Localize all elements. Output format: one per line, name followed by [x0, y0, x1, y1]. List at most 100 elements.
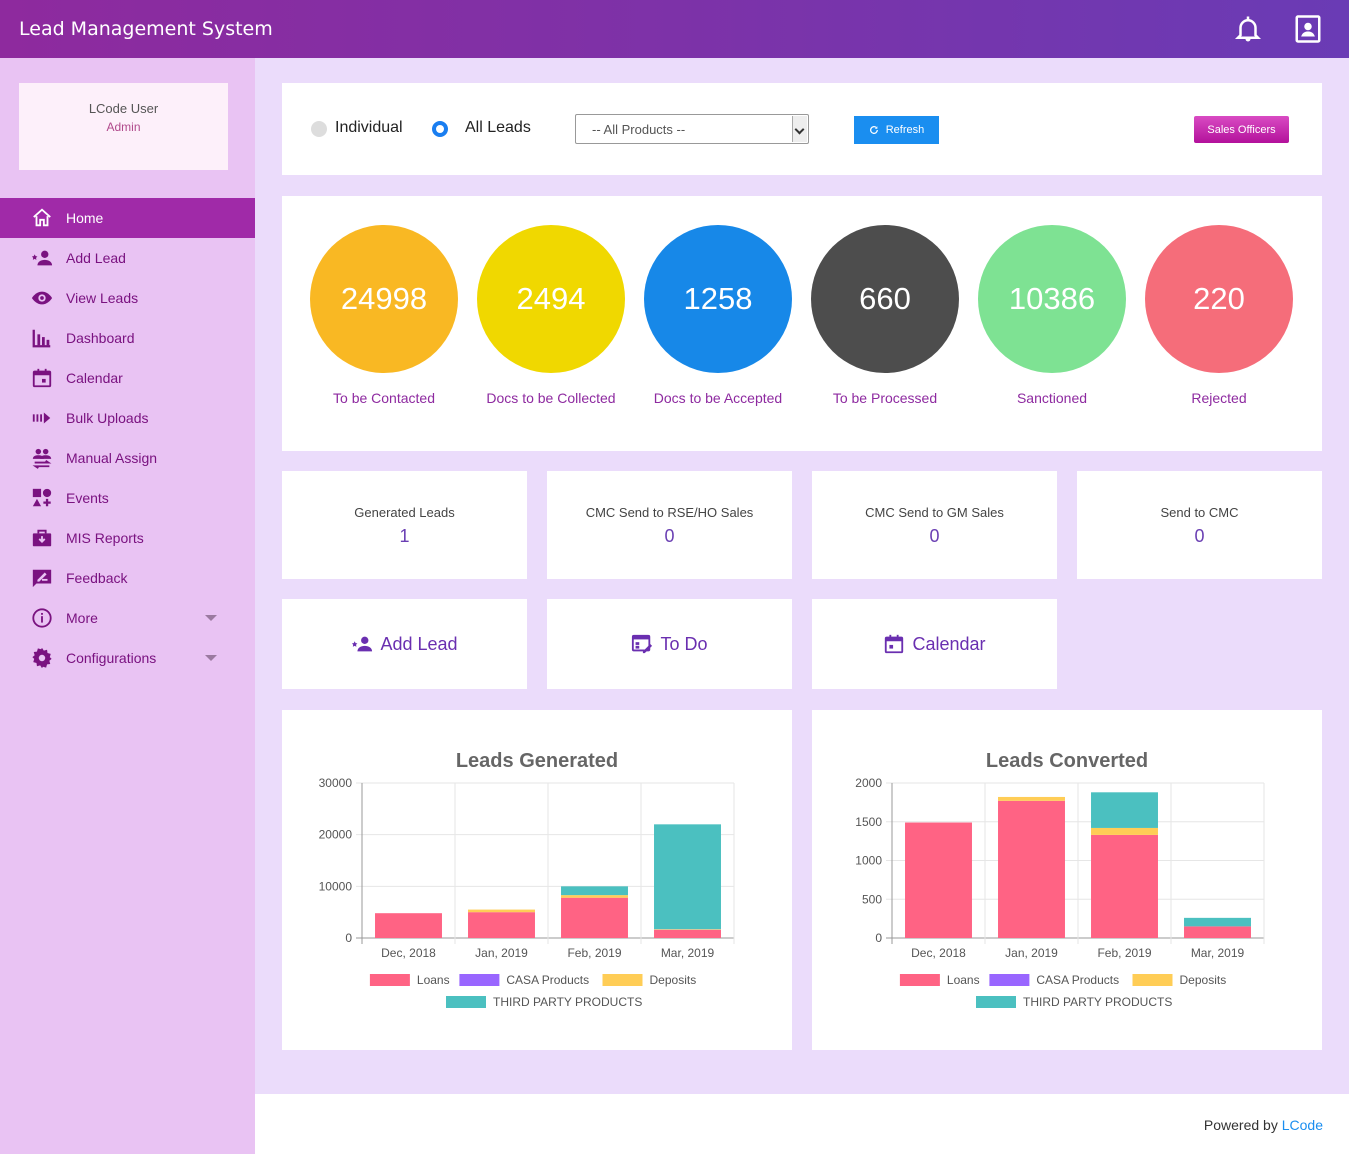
leads-generated-plot: 0 10000 20000 30000 Dec, 2018 Jan, 2019 Feb, 2…: [319, 776, 735, 1009]
user-card: LCode User Admin: [19, 83, 228, 170]
calendar-action[interactable]: Calendar: [812, 599, 1057, 689]
legend-item[interactable]: CASA Products: [459, 973, 589, 987]
sidebar-item-configurations[interactable]: Configurations: [0, 638, 255, 678]
individual-radio[interactable]: [311, 121, 327, 137]
sidebar-item-view-leads[interactable]: View Leads: [0, 278, 255, 318]
legend-label: Loans: [947, 973, 980, 987]
sidebar-item-calendar[interactable]: Calendar: [0, 358, 255, 398]
sidebar-item-mis-reports[interactable]: MIS Reports: [0, 518, 255, 558]
refresh-label: Refresh: [885, 124, 925, 136]
bar-segment[interactable]: [998, 800, 1065, 938]
sidebar-item-feedback[interactable]: Feedback: [0, 558, 255, 598]
x-tick-label: Feb, 2019: [567, 946, 621, 960]
legend-swatch: [989, 974, 1030, 986]
action-label: Calendar: [912, 633, 986, 654]
y-tick-label: 2000: [855, 776, 882, 790]
stat-to-be-contacted[interactable]: 24998 To be Contacted: [309, 225, 459, 406]
counter-label: Send to CMC: [1160, 505, 1239, 520]
stat-label: To be Processed: [832, 390, 938, 406]
add-person-icon: [352, 636, 373, 652]
stat-circle: 660: [811, 225, 959, 373]
bar-segment[interactable]: [375, 913, 442, 938]
legend-item[interactable]: CASA Products: [989, 973, 1119, 987]
sidebar-item-events[interactable]: Events: [0, 478, 255, 518]
bulk-upload-icon: [32, 412, 51, 424]
profile-icon[interactable]: [1293, 13, 1323, 50]
legend-item[interactable]: Deposits: [1132, 973, 1227, 987]
bar-segment[interactable]: [905, 822, 972, 938]
legend-item[interactable]: THIRD PARTY PRODUCTS: [446, 995, 642, 1009]
stat-docs-to-be-accepted[interactable]: 1258 Docs to be Accepted: [643, 225, 793, 406]
top-bar: Lead Management System: [0, 0, 1349, 58]
sidebar-item-dashboard[interactable]: Dashboard: [0, 318, 255, 358]
legend-item[interactable]: Deposits: [602, 973, 697, 987]
chevron-down-icon[interactable]: [205, 615, 217, 621]
stat-docs-to-be-collected[interactable]: 2494 Docs to be Collected: [476, 225, 626, 406]
bell-icon[interactable]: [1233, 13, 1263, 50]
legend-swatch: [459, 974, 500, 986]
add-lead-action[interactable]: Add Lead: [282, 599, 527, 689]
y-tick-label: 1500: [855, 815, 882, 829]
counter-cmc-rse-ho[interactable]: CMC Send to RSE/HO Sales 0: [547, 471, 792, 579]
stat-label: To be Contacted: [333, 390, 435, 406]
stat-rejected[interactable]: 220 Rejected: [1144, 225, 1294, 406]
bar-segment[interactable]: [654, 824, 721, 930]
todo-icon: [632, 634, 653, 654]
legend-item[interactable]: Loans: [899, 973, 980, 987]
legend-swatch: [899, 974, 940, 986]
legend-swatch: [976, 996, 1016, 1008]
bar-segment[interactable]: [1091, 827, 1158, 835]
x-tick-label: Dec, 2018: [381, 946, 436, 960]
bar-segment[interactable]: [561, 897, 628, 938]
sidebar-item-home[interactable]: Home: [0, 198, 255, 238]
bar-segment[interactable]: [998, 796, 1065, 801]
sidebar-item-bulk-uploads[interactable]: Bulk Uploads: [0, 398, 255, 438]
user-name: LCode User: [88, 101, 159, 116]
todo-action[interactable]: To Do: [547, 599, 792, 689]
user-role: Admin: [106, 120, 141, 134]
stat-to-be-processed[interactable]: 660 To be Processed: [810, 225, 960, 406]
legend-item[interactable]: Loans: [369, 973, 450, 987]
bar-segment[interactable]: [561, 895, 628, 898]
bar-segment[interactable]: [1184, 917, 1251, 927]
feedback-icon: [32, 569, 52, 588]
bar-segment[interactable]: [468, 909, 535, 913]
sales-officers-button[interactable]: Sales Officers: [1194, 116, 1289, 143]
sidebar-item-manual-assign[interactable]: Manual Assign: [0, 438, 255, 478]
sidebar-item-add-lead[interactable]: Add Lead: [0, 238, 255, 278]
brand-link[interactable]: LCode: [1281, 1117, 1323, 1133]
x-tick-label: Jan, 2019: [1005, 946, 1058, 960]
all-leads-radio-label[interactable]: All Leads: [465, 119, 531, 136]
stat-sanctioned[interactable]: 10386 Sanctioned: [977, 225, 1127, 406]
product-select[interactable]: -- All Products --: [575, 114, 809, 144]
bar-segment[interactable]: [1184, 926, 1251, 938]
all-leads-radio[interactable]: [432, 121, 448, 137]
bar-segment[interactable]: [654, 929, 721, 930]
powered-by-prefix: Powered by: [1203, 1117, 1278, 1133]
sidebar-item-more[interactable]: More: [0, 598, 255, 638]
counter-send-to-cmc[interactable]: Send to CMC 0: [1077, 471, 1322, 579]
counter-cmc-gm[interactable]: CMC Send to GM Sales 0: [812, 471, 1057, 579]
individual-radio-label[interactable]: Individual: [335, 119, 403, 136]
counter-generated-leads[interactable]: Generated Leads 1: [282, 471, 527, 579]
calendar-icon: [885, 634, 904, 654]
sidebar-item-label: Calendar: [66, 370, 123, 386]
bar-segment[interactable]: [654, 929, 721, 938]
y-tick-label: 10000: [319, 879, 353, 893]
bar-segment[interactable]: [468, 912, 535, 938]
refresh-button[interactable]: Refresh: [854, 116, 939, 144]
bar-segment[interactable]: [1091, 834, 1158, 938]
legend-item[interactable]: THIRD PARTY PRODUCTS: [976, 995, 1172, 1009]
legend-swatch: [446, 996, 486, 1008]
powered-by: Powered by LCode: [1204, 1117, 1323, 1133]
counter-label: Generated Leads: [354, 505, 455, 520]
app-title: Lead Management System: [19, 18, 273, 40]
legend-label: CASA Products: [1036, 973, 1119, 987]
info-icon: [32, 608, 52, 628]
stat-circle: 24998: [310, 225, 458, 373]
sidebar-item-label: MIS Reports: [66, 530, 144, 546]
action-label: Add Lead: [380, 633, 458, 654]
chevron-down-icon[interactable]: [205, 655, 217, 661]
bar-segment[interactable]: [561, 886, 628, 896]
bar-segment[interactable]: [1091, 792, 1158, 828]
